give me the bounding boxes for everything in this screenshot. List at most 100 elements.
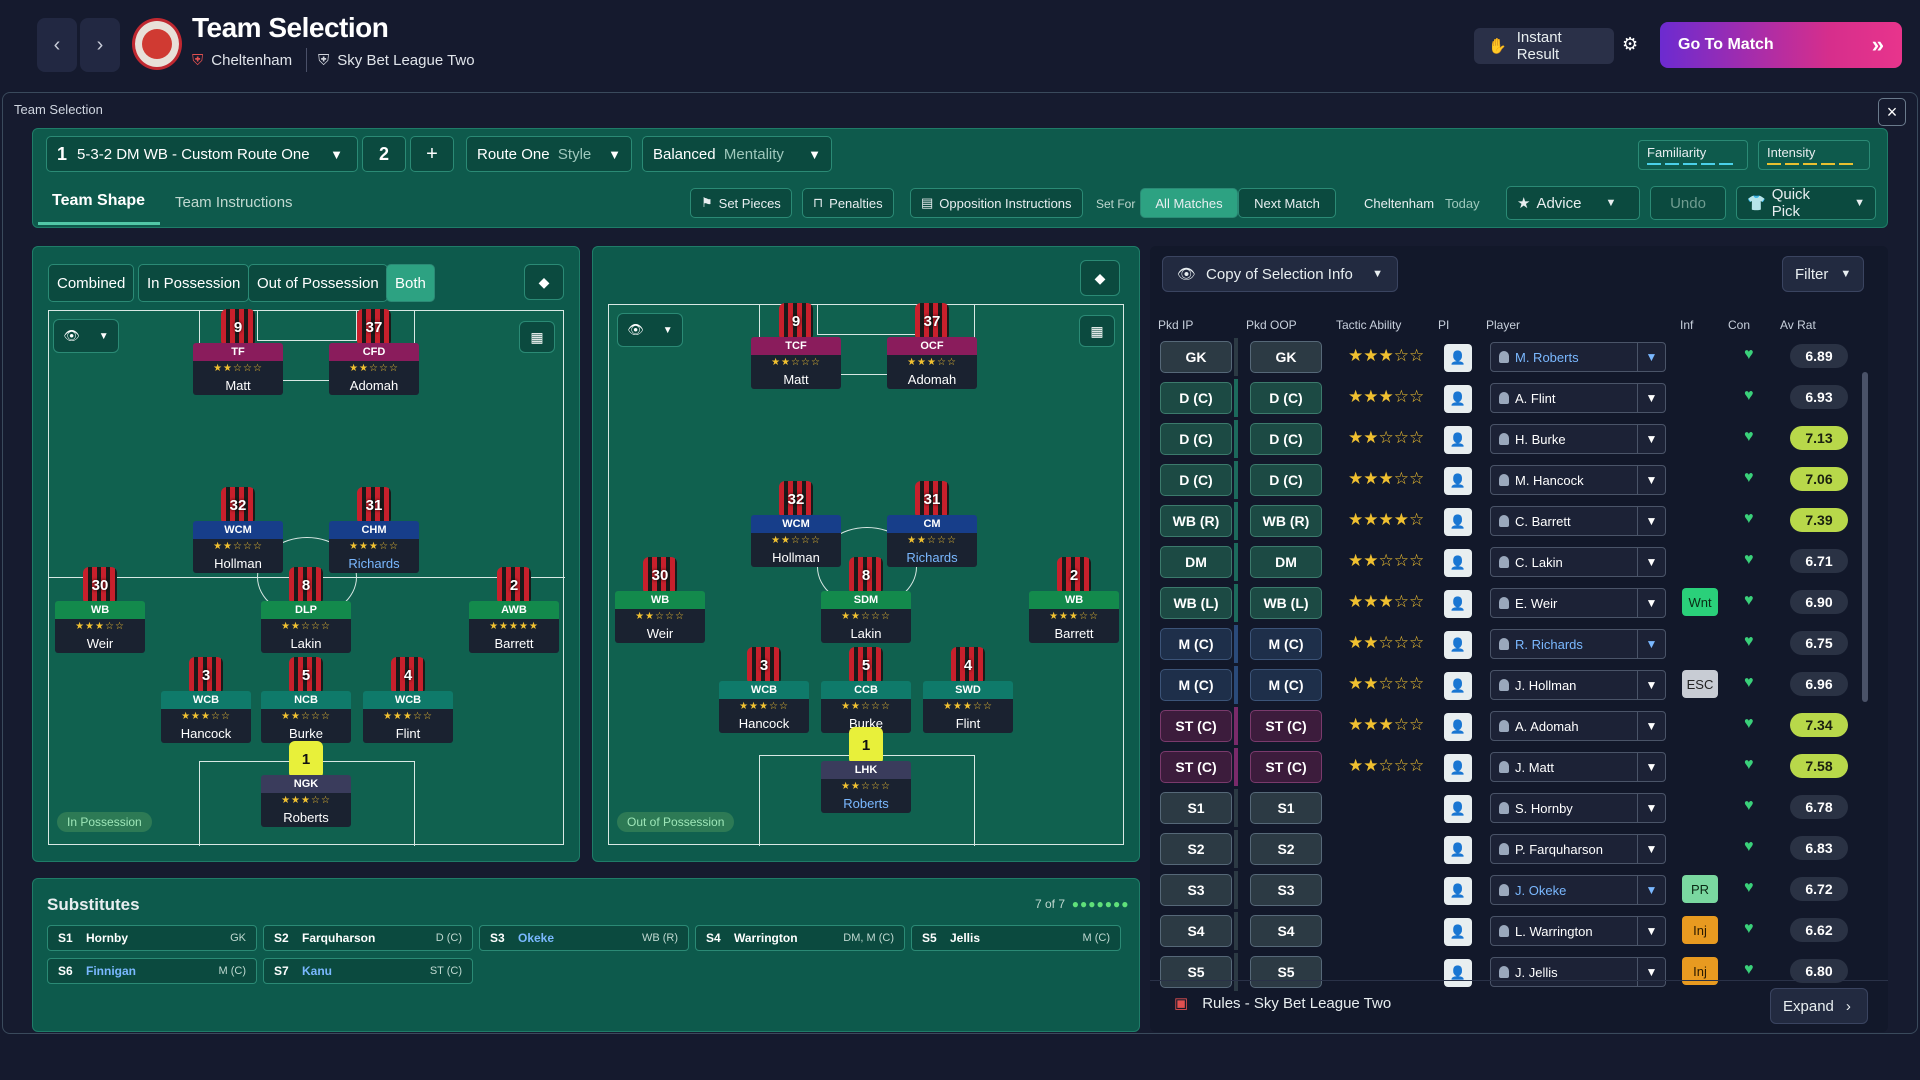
pitch-player[interactable]: 9 TF ★★☆☆☆ Matt	[193, 309, 283, 399]
col-inf[interactable]: Inf	[1680, 318, 1694, 332]
ip-position[interactable]: S1	[1160, 792, 1232, 824]
player-select[interactable]: A. Flint ▼	[1490, 383, 1666, 413]
person-icon[interactable]: 👤	[1444, 344, 1472, 372]
substitute-slot[interactable]: S6 Finnigan M (C)	[47, 958, 257, 984]
player-select[interactable]: J. Jellis ▼	[1490, 957, 1666, 987]
oop-position[interactable]: DM	[1250, 546, 1322, 578]
pitch-player[interactable]: 4 WCB ★★★☆☆ Flint	[363, 657, 453, 747]
player-select[interactable]: J. Okeke ▼	[1490, 875, 1666, 905]
table-row[interactable]: M (C) M (C) ★★☆☆☆ 👤 J. Hollman ▼ ESC ♥ 6.96	[1154, 666, 1858, 704]
influence-badge[interactable]: Inj	[1682, 916, 1718, 944]
table-row[interactable]: WB (R) WB (R) ★★★★☆ 👤 C. Barrett ▼ ♥ 7.39	[1154, 502, 1858, 540]
table-row[interactable]: D (C) D (C) ★★☆☆☆ 👤 H. Burke ▼ ♥ 7.13	[1154, 420, 1858, 458]
col-con[interactable]: Con	[1728, 318, 1751, 332]
table-row[interactable]: ST (C) ST (C) ★★★☆☆ 👤 A. Adomah ▼ ♥ 7.34	[1154, 707, 1858, 745]
oop-position[interactable]: ST (C)	[1250, 710, 1322, 742]
instant-result-button[interactable]: ✋ Instant Result	[1474, 28, 1614, 64]
substitute-slot[interactable]: S1 Hornby GK	[47, 925, 257, 951]
club-link[interactable]: ⛨ Cheltenham	[192, 52, 292, 69]
ip-position[interactable]: GK	[1160, 341, 1232, 373]
table-row[interactable]: ST (C) ST (C) ★★☆☆☆ 👤 J. Matt ▼ ♥ 7.58	[1154, 748, 1858, 786]
pitch-player[interactable]: 1 NGK ★★★☆☆ Roberts	[261, 741, 351, 831]
ip-position[interactable]: WB (R)	[1160, 505, 1232, 537]
oop-position[interactable]: S1	[1250, 792, 1322, 824]
next-match-toggle[interactable]: Next Match	[1238, 188, 1336, 218]
undo-button[interactable]: Undo	[1650, 186, 1726, 220]
influence-badge[interactable]: Wnt	[1682, 588, 1718, 616]
person-icon[interactable]: 👤	[1444, 836, 1472, 864]
table-row[interactable]: D (C) D (C) ★★★☆☆ 👤 A. Flint ▼ ♥ 6.93	[1154, 379, 1858, 417]
ip-position[interactable]: S3	[1160, 874, 1232, 906]
table-row[interactable]: GK GK ★★★☆☆ 👤 M. Roberts ▼ ♥ 6.89	[1154, 338, 1858, 376]
oop-position[interactable]: S2	[1250, 833, 1322, 865]
visibility-toggle[interactable]: 👁 ▼	[617, 313, 683, 347]
table-row[interactable]: S4 S4 👤 L. Warrington ▼ Inj ♥ 6.62	[1154, 912, 1858, 950]
grid-icon[interactable]: ▦	[1079, 315, 1115, 347]
ip-position[interactable]: M (C)	[1160, 628, 1232, 660]
oop-position[interactable]: D (C)	[1250, 382, 1322, 414]
ip-position[interactable]: S4	[1160, 915, 1232, 947]
pitch-player[interactable]: 3 WCB ★★★☆☆ Hancock	[161, 657, 251, 747]
player-select[interactable]: R. Richards ▼	[1490, 629, 1666, 659]
substitute-slot[interactable]: S5 Jellis M (C)	[911, 925, 1121, 951]
diamond-icon[interactable]: ◆	[524, 264, 564, 300]
player-select[interactable]: C. Barrett ▼	[1490, 506, 1666, 536]
col-player[interactable]: Player	[1486, 318, 1521, 332]
substitute-slot[interactable]: S4 Warrington DM, M (C)	[695, 925, 905, 951]
col-pkd-ip[interactable]: Pkd IP	[1158, 318, 1194, 332]
filter-dropdown[interactable]: Filter ▼	[1782, 256, 1864, 292]
visibility-toggle[interactable]: 👁 ▼	[53, 319, 119, 353]
mode-both[interactable]: Both	[386, 264, 435, 302]
oop-position[interactable]: S5	[1250, 956, 1322, 988]
player-select[interactable]: L. Warrington ▼	[1490, 916, 1666, 946]
diamond-icon[interactable]: ◆	[1080, 260, 1120, 296]
pitch-player[interactable]: 31 CHM ★★★☆☆ Richards	[329, 487, 419, 577]
ip-position[interactable]: WB (L)	[1160, 587, 1232, 619]
substitute-slot[interactable]: S7 Kanu ST (C)	[263, 958, 473, 984]
player-select[interactable]: J. Hollman ▼	[1490, 670, 1666, 700]
tactic-slot-2[interactable]: 2	[362, 136, 406, 172]
go-to-match-button[interactable]: Go To Match »	[1660, 22, 1902, 68]
tactic-selector[interactable]: 1 5-3-2 DM WB - Custom Route One ▼	[46, 136, 358, 172]
person-icon[interactable]: 👤	[1444, 795, 1472, 823]
tab-team-shape[interactable]: Team Shape	[52, 192, 146, 209]
oop-position[interactable]: S4	[1250, 915, 1322, 947]
oop-position[interactable]: GK	[1250, 341, 1322, 373]
person-icon[interactable]: 👤	[1444, 754, 1472, 782]
pitch-player[interactable]: 8 DLP ★★☆☆☆ Lakin	[261, 567, 351, 657]
col-tactic-ability[interactable]: Tactic Ability	[1336, 318, 1402, 332]
pitch-player[interactable]: 30 WB ★★★☆☆ Weir	[55, 567, 145, 657]
person-icon[interactable]: 👤	[1444, 549, 1472, 577]
col-av-rat[interactable]: Av Rat	[1780, 318, 1816, 332]
person-icon[interactable]: 👤	[1444, 508, 1472, 536]
familiarity-meter[interactable]: Familiarity	[1638, 140, 1748, 170]
mode-combined[interactable]: Combined	[48, 264, 135, 302]
copy-selection-dropdown[interactable]: 👁 Copy of Selection Info ▼	[1162, 256, 1398, 292]
table-row[interactable]: WB (L) WB (L) ★★★☆☆ 👤 E. Weir ▼ Wnt ♥ 6.90	[1154, 584, 1858, 622]
person-icon[interactable]: 👤	[1444, 672, 1472, 700]
forward-button[interactable]: ›	[80, 18, 120, 72]
mode-out-of-possession[interactable]: Out of Possession	[248, 264, 388, 302]
table-row[interactable]: DM DM ★★☆☆☆ 👤 C. Lakin ▼ ♥ 6.71	[1154, 543, 1858, 581]
gear-icon[interactable]: ⚙	[1622, 34, 1639, 54]
pitch-player[interactable]: 5 NCB ★★☆☆☆ Burke	[261, 657, 351, 747]
penalties-button[interactable]: ⊓ Penalties	[802, 188, 894, 218]
person-icon[interactable]: 👤	[1444, 426, 1472, 454]
person-icon[interactable]: 👤	[1444, 877, 1472, 905]
influence-badge[interactable]: PR	[1682, 875, 1718, 903]
pitch-player[interactable]: 31 CM ★★☆☆☆ Richards	[887, 481, 977, 571]
pitch-player[interactable]: 4 SWD ★★★☆☆ Flint	[923, 647, 1013, 737]
back-button[interactable]: ‹	[37, 18, 77, 72]
table-row[interactable]: S2 S2 👤 P. Farquharson ▼ ♥ 6.83	[1154, 830, 1858, 868]
pitch-player[interactable]: 2 WB ★★★☆☆ Barrett	[1029, 557, 1119, 647]
player-select[interactable]: A. Adomah ▼	[1490, 711, 1666, 741]
pitch-player[interactable]: 2 AWB ★★★★★ Barrett	[469, 567, 559, 657]
advice-button[interactable]: ★ Advice ▼	[1506, 186, 1640, 220]
grid-icon[interactable]: ▦	[519, 321, 555, 353]
oop-position[interactable]: S3	[1250, 874, 1322, 906]
pitch-player[interactable]: 1 LHK ★★☆☆☆ Roberts	[821, 727, 911, 817]
oop-position[interactable]: WB (L)	[1250, 587, 1322, 619]
pitch-player[interactable]: 37 OCF ★★★☆☆ Adomah	[887, 303, 977, 393]
player-select[interactable]: S. Hornby ▼	[1490, 793, 1666, 823]
person-icon[interactable]: 👤	[1444, 959, 1472, 987]
